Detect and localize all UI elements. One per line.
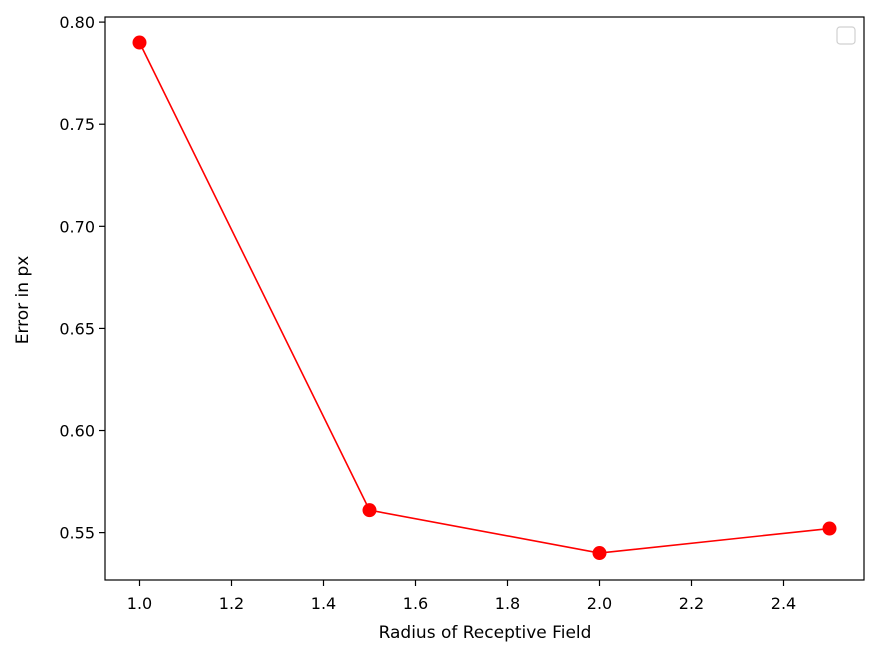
legend-box	[836, 26, 856, 45]
x-axis-ticks: 1.0 1.2 1.4 1.6 1.8 2.0 2.2 2.4	[127, 580, 796, 613]
y-tick-label: 0.65	[59, 319, 95, 338]
x-axis-label: Radius of Receptive Field	[379, 623, 592, 643]
x-tick-label: 1.0	[127, 594, 152, 613]
data-point	[132, 35, 147, 50]
y-tick-label: 0.70	[59, 217, 95, 236]
x-tick-label: 1.6	[403, 594, 428, 613]
x-tick-label: 2.4	[771, 594, 796, 613]
x-tick-label: 1.4	[311, 594, 336, 613]
series-line	[138, 42, 830, 554]
y-tick-label: 0.55	[59, 524, 95, 543]
y-axis-label: Error in px	[13, 256, 33, 345]
y-tick-label: 0.75	[59, 115, 95, 134]
x-tick-label: 1.8	[495, 594, 520, 613]
data-point	[822, 521, 837, 536]
y-tick-label: 0.80	[59, 13, 95, 32]
x-tick-label: 1.2	[219, 594, 244, 613]
data-point	[362, 503, 377, 518]
data-point	[592, 546, 607, 561]
x-tick-label: 2.0	[587, 594, 612, 613]
plot-area	[104, 16, 865, 581]
series-layer	[132, 35, 837, 561]
y-tick-label: 0.60	[59, 422, 95, 441]
plot-frame	[104, 16, 865, 581]
y-axis-ticks: 0.55 0.60 0.65 0.70 0.75 0.80	[59, 13, 105, 543]
x-tick-label: 2.2	[679, 594, 704, 613]
